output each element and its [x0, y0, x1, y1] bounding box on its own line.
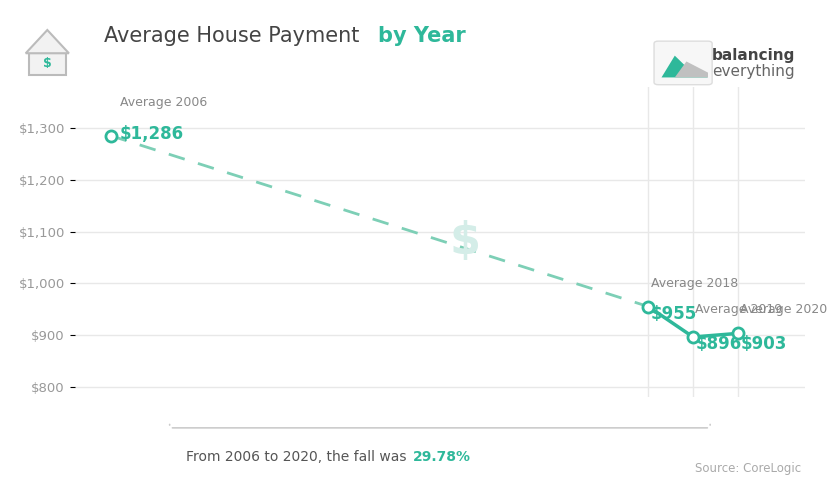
Text: 29.78%: 29.78% [413, 451, 471, 464]
Text: balancing: balancing [712, 48, 795, 63]
Text: Average 2018: Average 2018 [651, 277, 738, 290]
Text: Average 2019: Average 2019 [696, 302, 783, 316]
Text: $: $ [449, 221, 481, 263]
Text: Average 2006: Average 2006 [120, 96, 207, 109]
Text: From 2006 to 2020, the fall was: From 2006 to 2020, the fall was [186, 451, 411, 464]
Text: $1,286: $1,286 [120, 124, 183, 143]
Text: Source: CoreLogic: Source: CoreLogic [695, 462, 801, 475]
Text: $955: $955 [651, 305, 696, 323]
Text: $: $ [43, 58, 51, 70]
Text: Average House Payment: Average House Payment [104, 26, 366, 46]
Text: $903: $903 [740, 335, 787, 353]
Text: by Year: by Year [378, 26, 466, 46]
Text: everything: everything [712, 64, 795, 78]
Text: Average 2020: Average 2020 [740, 302, 828, 316]
Text: $896: $896 [696, 335, 741, 353]
